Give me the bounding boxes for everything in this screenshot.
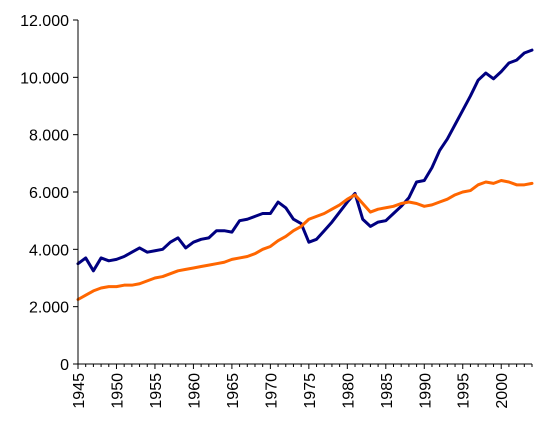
y-tick-label: 4.000 xyxy=(29,242,69,259)
x-tick-label: 1995 xyxy=(456,373,473,409)
x-tick-label: 1965 xyxy=(225,373,242,409)
x-tick-label: 1970 xyxy=(263,373,280,409)
series-line-2 xyxy=(76,179,534,301)
y-tick-label: 8.000 xyxy=(29,128,69,145)
x-tick-label: 1950 xyxy=(109,373,126,409)
y-tick-label: 10.000 xyxy=(20,70,69,87)
y-tick-label: 0 xyxy=(60,357,69,374)
series-layer xyxy=(76,48,534,301)
x-tick-label: 1975 xyxy=(302,373,319,409)
x-tick-label: 1945 xyxy=(71,373,88,409)
x-tick-label: 1985 xyxy=(379,373,396,409)
x-axis-ticks: 1945 1950 1955 1960 1965 1970 1975 1980 1985 1990… xyxy=(71,364,533,409)
y-axis-ticks: 0 2.000 4.000 6.000 8.000 10.000 12.000 xyxy=(20,13,78,374)
y-tick-label: 6.000 xyxy=(29,185,69,202)
x-tick-label: 2000 xyxy=(494,373,511,409)
series-line-1 xyxy=(76,48,534,273)
x-tick-label: 1960 xyxy=(186,373,203,409)
y-tick-label: 2.000 xyxy=(29,300,69,317)
y-tick-label: 12.000 xyxy=(20,13,69,30)
x-tick-label: 1980 xyxy=(340,373,357,409)
x-tick-label: 1955 xyxy=(148,373,165,409)
x-tick-label: 1990 xyxy=(417,373,434,409)
